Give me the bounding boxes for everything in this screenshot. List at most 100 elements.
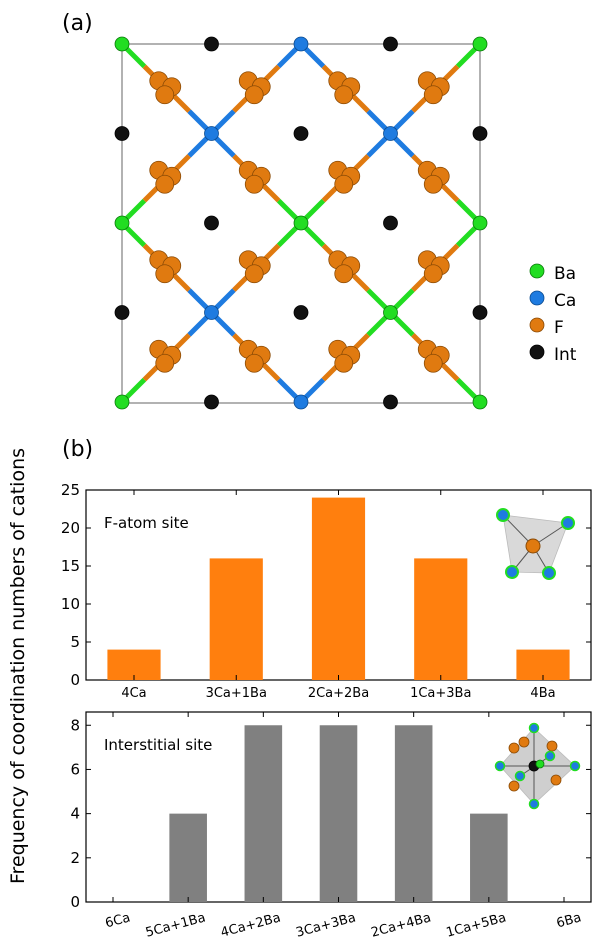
legend-int-marker <box>529 344 545 360</box>
interstitial-site-chart: 0 2 4 6 8 6Ca 5Ca+1Ba 4Ca+2Ba 3Ca+3Ba 2Ca+4Ba 1Ca… <box>70 711 592 941</box>
int-atom <box>293 126 309 141</box>
fluorine-atom <box>334 264 354 284</box>
bar <box>107 649 161 680</box>
legend-ca-marker <box>529 290 545 306</box>
crystal-structure <box>114 36 488 410</box>
fluorine-atom <box>423 85 443 105</box>
fluorine-atom <box>244 353 264 373</box>
ba-atom <box>472 215 488 231</box>
int-atom <box>204 215 219 231</box>
int-atom <box>204 36 219 52</box>
legend-ba-marker <box>529 263 545 279</box>
chart1-y-ticks: 0 5 10 15 20 25 <box>61 481 591 689</box>
ba-atom <box>114 36 130 52</box>
bar <box>244 725 283 902</box>
int-atom <box>383 394 398 410</box>
ba-atom <box>114 394 130 410</box>
ba-atom <box>293 215 309 231</box>
ba-atom <box>383 305 398 320</box>
x-tick-label: 6Ca <box>104 910 132 931</box>
y-tick-label: 20 <box>61 519 80 537</box>
x-tick-label: 4Ca+2Ba <box>219 910 282 940</box>
fluorine-atom <box>155 264 175 284</box>
legend-int-label: Int <box>554 345 577 365</box>
chart1-x-ticks: 4Ca 3Ca+1Ba 2Ca+2Ba 1Ca+3Ba 4Ba <box>121 490 556 701</box>
y-axis-label: Frequency of coordination numbers of cat… <box>7 448 29 884</box>
ca-atom <box>204 305 219 320</box>
atom-legend: Ba Ca F Int <box>529 263 577 365</box>
y-tick-label: 8 <box>70 716 80 734</box>
atoms <box>114 36 488 410</box>
chart2-title: Interstitial site <box>104 736 212 754</box>
x-tick-label: 3Ca+3Ba <box>294 910 357 940</box>
fluorine-atom <box>334 174 354 194</box>
int-atom <box>472 126 488 141</box>
int-atom <box>293 305 309 320</box>
x-tick-label: 1Ca+5Ba <box>445 910 508 940</box>
chart2-bars <box>169 725 508 902</box>
f-site-inset <box>496 508 575 580</box>
x-tick-label: 6Ba <box>555 910 583 931</box>
y-tick-label: 2 <box>70 849 80 867</box>
y-tick-label: 10 <box>61 595 80 613</box>
panel-a-label: (a) <box>62 11 93 36</box>
legend-ca-label: Ca <box>554 291 576 311</box>
x-tick-label: 2Ca+4Ba <box>370 910 433 940</box>
bar <box>209 558 263 680</box>
int-atom <box>383 215 398 231</box>
bar <box>169 813 207 902</box>
bar <box>470 813 508 902</box>
chart1-title: F-atom site <box>104 514 189 532</box>
fluorine-atom <box>423 264 443 284</box>
y-tick-label: 0 <box>70 893 80 911</box>
ca-atom <box>204 126 219 141</box>
fluorine-atom <box>155 174 175 194</box>
ba-atom <box>472 36 488 52</box>
fluorine-atom <box>334 353 354 373</box>
fluorine-atom <box>423 174 443 194</box>
fluorine-atom <box>423 353 443 373</box>
fluorine-atom <box>244 85 264 105</box>
x-tick-label: 5Ca+1Ba <box>144 910 207 940</box>
bar <box>319 725 358 902</box>
legend-f-label: F <box>554 318 564 338</box>
y-tick-label: 0 <box>70 671 80 689</box>
interstitial-site-inset <box>494 722 581 810</box>
fluorine-atom <box>334 85 354 105</box>
fluorine-atom <box>244 174 264 194</box>
x-tick-label: 1Ca+3Ba <box>410 686 471 701</box>
y-tick-label: 15 <box>61 557 80 575</box>
int-atom <box>114 305 130 320</box>
chart2-y-ticks: 0 2 4 6 8 <box>70 716 591 911</box>
bar <box>394 725 433 902</box>
int-atom <box>204 394 219 410</box>
y-tick-label: 4 <box>70 805 80 823</box>
ca-atom <box>383 126 398 141</box>
x-tick-label: 4Ca <box>121 686 146 701</box>
ba-atom <box>114 215 130 231</box>
fluorine-atom <box>244 264 264 284</box>
int-atom <box>114 126 130 141</box>
panel-b-label: (b) <box>62 437 93 462</box>
x-tick-label: 3Ca+1Ba <box>206 686 267 701</box>
y-tick-label: 5 <box>70 633 80 651</box>
x-tick-label: 2Ca+2Ba <box>308 686 369 701</box>
ba-atom <box>472 394 488 410</box>
fluorine-atom <box>155 353 175 373</box>
f-atom-site-chart: 0 5 10 15 20 25 4Ca 3Ca+1Ba 2Ca+2Ba 1Ca+3Ba 4Ba F… <box>61 481 592 701</box>
y-tick-label: 6 <box>70 760 80 778</box>
x-tick-label: 4Ba <box>530 686 555 701</box>
legend-f-marker <box>529 317 545 333</box>
chart1-bars <box>107 497 570 680</box>
ca-atom <box>293 36 309 52</box>
bar <box>414 558 468 680</box>
fluorine-atom <box>155 85 175 105</box>
legend-ba-label: Ba <box>554 264 576 284</box>
int-atom <box>472 305 488 320</box>
y-tick-label: 25 <box>61 481 80 499</box>
bar <box>516 649 570 680</box>
int-atom <box>383 36 398 52</box>
ca-atom <box>293 394 309 410</box>
bar <box>311 497 366 680</box>
